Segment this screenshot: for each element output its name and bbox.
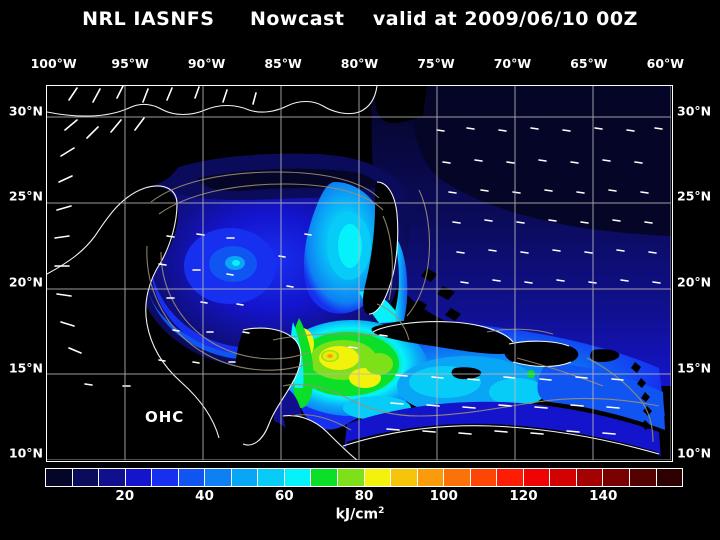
colorbar-swatch <box>391 469 418 486</box>
colorbar-swatch <box>603 469 631 486</box>
colorbar-swatch <box>231 469 259 486</box>
lat-tick-label: 30°N <box>677 103 712 119</box>
colorbar-swatch <box>523 469 551 486</box>
lat-tick-label: 20°N <box>677 274 712 290</box>
lon-tick-label: 85°W <box>264 56 302 71</box>
colorbar-swatch <box>205 469 232 486</box>
colorbar-tick-label: 100 <box>429 488 458 504</box>
colorbar-swatch <box>125 469 153 486</box>
lat-tick-label: 10°N <box>8 445 43 461</box>
colorbar-unit-exponent: 2 <box>378 506 385 516</box>
longitude-axis: 100°W 95°W 90°W 85°W 80°W 75°W 70°W 65°W 60°W <box>31 56 684 74</box>
colorbar-tick-label: 80 <box>354 488 374 504</box>
lat-tick-label: 15°N <box>677 360 712 376</box>
lat-tick-label: 25°N <box>677 188 712 204</box>
lon-tick-label: 90°W <box>187 56 226 71</box>
colorbar-swatch <box>99 469 126 486</box>
colorbar-swatch <box>258 469 285 486</box>
colorbar-tick-label: 120 <box>509 488 538 504</box>
lat-tick-label: 30°N <box>8 103 43 119</box>
lat-tick-label: 25°N <box>8 188 43 204</box>
colorbar-swatch <box>656 469 683 486</box>
colorbar-swatch <box>178 469 206 486</box>
colorbar-swatch <box>72 469 100 486</box>
field-label-ohc: OHC <box>145 408 185 426</box>
colorbar-swatch <box>152 469 179 486</box>
colorbar-swatch <box>338 469 365 486</box>
lat-tick-label: 15°N <box>8 360 43 376</box>
page-title: NRL IASNFS Nowcast valid at 2009/06/10 0… <box>82 8 638 30</box>
latitude-axis-right: 30°N 25°N 20°N 15°N 10°N <box>674 85 720 462</box>
colorbar-swatch <box>497 469 524 486</box>
colorbar-tick-label: 20 <box>115 488 135 504</box>
colorbar-tick-labels: 20 40 60 80 100 120 140 <box>45 488 683 506</box>
lon-tick-label: 95°W <box>111 56 149 71</box>
lon-tick-label: 80°W <box>340 56 379 71</box>
colorbar-swatch <box>311 469 339 486</box>
lon-tick-label: 100°W <box>30 56 77 71</box>
colorbar-swatch <box>284 469 312 486</box>
colorbar-swatch <box>470 469 498 486</box>
lat-tick-label: 10°N <box>677 445 712 461</box>
lon-tick-label: 65°W <box>570 56 608 71</box>
colorbar-tick-label: 60 <box>274 488 294 504</box>
colorbar-swatch <box>364 469 392 486</box>
colorbar-unit-label: kJ/cm2 <box>0 506 720 523</box>
lon-tick-label: 60°W <box>646 56 685 71</box>
colorbar-tick-label: 40 <box>195 488 214 504</box>
colorbar-unit-text: kJ/cm <box>335 506 379 523</box>
colorbar-swatch <box>630 469 657 486</box>
lat-tick-label: 20°N <box>8 274 43 290</box>
colorbar[interactable] <box>45 468 683 487</box>
lon-tick-label: 70°W <box>493 56 532 71</box>
ohc-field-map <box>47 86 671 460</box>
colorbar-swatch <box>444 469 471 486</box>
latitude-axis-left: 30°N 25°N 20°N 15°N 10°N <box>0 85 46 462</box>
map-plot-area[interactable] <box>46 85 673 462</box>
colorbar-swatch <box>46 469 73 486</box>
colorbar-swatch <box>550 469 577 486</box>
colorbar-swatch <box>417 469 445 486</box>
colorbar-tick-label: 140 <box>589 488 618 504</box>
lon-tick-label: 75°W <box>417 56 455 71</box>
colorbar-swatch <box>576 469 604 486</box>
